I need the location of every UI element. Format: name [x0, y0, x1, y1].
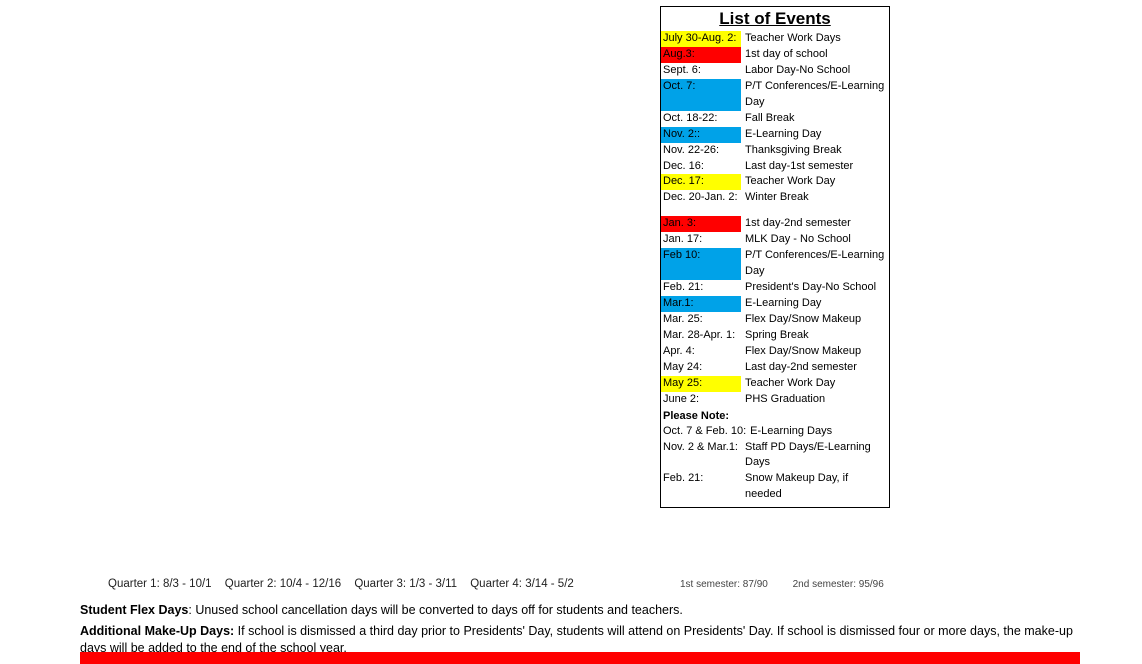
- event-row: Mar. 28-Apr. 1:Spring Break: [661, 328, 889, 344]
- event-desc: Flex Day/Snow Makeup: [741, 344, 885, 360]
- event-row: Feb 10:P/T Conferences/E-Learning Day: [661, 248, 889, 280]
- event-row: Apr. 4:Flex Day/Snow Makeup: [661, 344, 889, 360]
- event-desc: Teacher Work Day: [741, 376, 885, 392]
- quarter-3: Quarter 3: 1/3 - 3/11: [354, 578, 457, 590]
- flex-days-label: Student Flex Days: [80, 603, 188, 617]
- event-row: Jan. 17:MLK Day - No School: [661, 232, 889, 248]
- event-date: Oct. 18-22:: [661, 111, 741, 127]
- event-desc: 1st day-2nd semester: [741, 216, 885, 232]
- quarter-1: Quarter 1: 8/3 - 10/1: [108, 578, 212, 590]
- event-row: Dec. 20-Jan. 2:Winter Break: [661, 190, 889, 206]
- event-date: Jan. 17:: [661, 232, 741, 248]
- event-row: Oct. 18-22:Fall Break: [661, 111, 889, 127]
- event-desc: Thanksgiving Break: [741, 143, 885, 159]
- event-date: Nov. 22-26:: [661, 143, 741, 159]
- event-date: July 30-Aug. 2:: [661, 31, 741, 47]
- event-desc: Teacher Work Days: [741, 31, 885, 47]
- event-date: Aug.3:: [661, 47, 741, 63]
- event-desc: Fall Break: [741, 111, 885, 127]
- event-desc: 1st day of school: [741, 47, 885, 63]
- event-date: Nov. 2::: [661, 127, 741, 143]
- events-title: List of Events: [661, 9, 889, 31]
- event-row: Nov. 22-26:Thanksgiving Break: [661, 143, 889, 159]
- event-date: Oct. 7 & Feb. 10:: [661, 424, 746, 440]
- event-desc: Flex Day/Snow Makeup: [741, 312, 885, 328]
- event-desc: P/T Conferences/E-Learning Day: [741, 248, 885, 280]
- event-date: Dec. 20-Jan. 2:: [661, 190, 741, 206]
- event-date: Feb. 21:: [661, 280, 741, 296]
- event-row: Feb. 21:President's Day-No School: [661, 280, 889, 296]
- quarter-2: Quarter 2: 10/4 - 12/16: [225, 578, 341, 590]
- event-row: May 24:Last day-2nd semester: [661, 360, 889, 376]
- event-date: Apr. 4:: [661, 344, 741, 360]
- event-row: Oct. 7:P/T Conferences/E-Learning Day: [661, 79, 889, 111]
- events-box: List of Events July 30-Aug. 2:Teacher Wo…: [660, 6, 890, 508]
- event-date: Dec. 17:: [661, 174, 741, 190]
- event-desc: Snow Makeup Day, if needed: [741, 471, 885, 503]
- event-date: Oct. 7:: [661, 79, 741, 111]
- flex-days-text: Student Flex Days: Unused school cancell…: [80, 602, 1080, 619]
- event-row: Sept. 6:Labor Day-No School: [661, 63, 889, 79]
- semesters-line: 1st semester: 87/90 2nd semester: 95/96: [680, 579, 884, 590]
- event-desc: Last day-1st semester: [741, 159, 885, 175]
- events-block-1: July 30-Aug. 2:Teacher Work DaysAug.3:1s…: [661, 31, 889, 206]
- event-row: June 2:PHS Graduation: [661, 392, 889, 408]
- event-date: Sept. 6:: [661, 63, 741, 79]
- event-desc: Teacher Work Day: [741, 174, 885, 190]
- makeup-days-label: Additional Make-Up Days:: [80, 624, 234, 638]
- event-desc: PHS Graduation: [741, 392, 885, 408]
- event-date: June 2:: [661, 392, 741, 408]
- event-row: Dec. 17:Teacher Work Day: [661, 174, 889, 190]
- event-desc: E-Learning Day: [741, 127, 885, 143]
- event-desc: MLK Day - No School: [741, 232, 885, 248]
- event-desc: Labor Day-No School: [741, 63, 885, 79]
- event-date: Mar. 28-Apr. 1:: [661, 328, 741, 344]
- event-row: May 25:Teacher Work Day: [661, 376, 889, 392]
- event-row: Aug.3:1st day of school: [661, 47, 889, 63]
- events-gap: [661, 206, 889, 216]
- event-row: Mar. 25:Flex Day/Snow Makeup: [661, 312, 889, 328]
- event-row: Nov. 2::E-Learning Day: [661, 127, 889, 143]
- event-desc: Staff PD Days/E-Learning Days: [741, 440, 885, 472]
- events-notes: Oct. 7 & Feb. 10:E-Learning DaysNov. 2 &…: [661, 424, 889, 504]
- event-desc: E-Learning Days: [746, 424, 885, 440]
- event-desc: Winter Break: [741, 190, 885, 206]
- event-date: Feb 10:: [661, 248, 741, 280]
- events-block-2: Jan. 3:1st day-2nd semesterJan. 17:MLK D…: [661, 216, 889, 407]
- event-date: Jan. 3:: [661, 216, 741, 232]
- event-date: Mar.1:: [661, 296, 741, 312]
- event-date: May 25:: [661, 376, 741, 392]
- event-date: Nov. 2 & Mar.1:: [661, 440, 741, 472]
- flex-days-body: : Unused school cancellation days will b…: [188, 603, 683, 617]
- event-desc: President's Day-No School: [741, 280, 885, 296]
- footer-red-bar: [80, 652, 1080, 664]
- event-date: Dec. 16:: [661, 159, 741, 175]
- event-date: May 24:: [661, 360, 741, 376]
- quarter-4: Quarter 4: 3/14 - 5/2: [470, 578, 574, 590]
- event-desc: Spring Break: [741, 328, 885, 344]
- event-desc: P/T Conferences/E-Learning Day: [741, 79, 885, 111]
- event-desc: Last day-2nd semester: [741, 360, 885, 376]
- quarters-line: Quarter 1: 8/3 - 10/1 Quarter 2: 10/4 - …: [108, 578, 584, 590]
- event-desc: E-Learning Day: [741, 296, 885, 312]
- event-row: Dec. 16:Last day-1st semester: [661, 159, 889, 175]
- event-row: Nov. 2 & Mar.1:Staff PD Days/E-Learning …: [661, 440, 889, 472]
- event-row: Jan. 3:1st day-2nd semester: [661, 216, 889, 232]
- event-date: Mar. 25:: [661, 312, 741, 328]
- event-date: Feb. 21:: [661, 471, 741, 503]
- event-row: Feb. 21:Snow Makeup Day, if needed: [661, 471, 889, 503]
- event-row: Mar.1:E-Learning Day: [661, 296, 889, 312]
- semester-1: 1st semester: 87/90: [680, 579, 768, 590]
- semester-2: 2nd semester: 95/96: [793, 579, 884, 590]
- event-row: Oct. 7 & Feb. 10:E-Learning Days: [661, 424, 889, 440]
- please-note-label: Please Note:: [661, 408, 889, 424]
- event-row: July 30-Aug. 2:Teacher Work Days: [661, 31, 889, 47]
